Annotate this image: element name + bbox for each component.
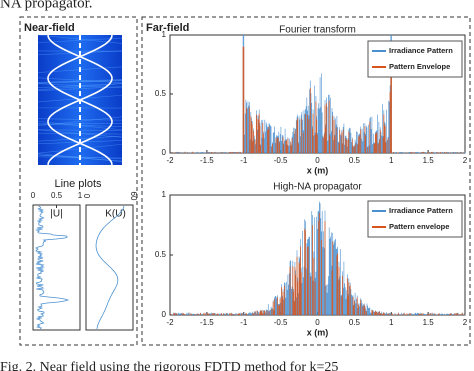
line-plot-tick-label: 60 — [129, 192, 138, 201]
far-field-title: Far-field — [146, 22, 189, 34]
y-tick-label: 0.5 — [155, 250, 167, 259]
x-tick-label: 1 — [389, 318, 394, 327]
x-tick-label: -1.5 — [200, 318, 214, 327]
x-tick-label: 2 — [463, 156, 468, 165]
line-plot-frame — [85, 204, 134, 331]
line-plot-trace — [35, 205, 70, 330]
near-field-streak — [37, 116, 123, 127]
legend-label: Irradiance Pattern — [389, 206, 453, 215]
near-field-streak — [37, 135, 123, 142]
x-tick-label: -0.5 — [274, 156, 288, 165]
x-tick-label: 0.5 — [349, 318, 361, 327]
x-axis-label: x (m) — [307, 327, 329, 337]
x-tick-label: 1 — [389, 156, 394, 165]
y-tick-label: 0 — [162, 148, 167, 157]
plot-title: High-NA propagator — [273, 182, 362, 193]
line-plot-trace — [95, 205, 125, 330]
x-tick-label: 1.5 — [423, 318, 435, 327]
x-tick-label: 0 — [315, 318, 320, 327]
far-field-box — [141, 16, 471, 346]
envelope-trace — [170, 212, 466, 315]
x-tick-label: -1.5 — [200, 156, 214, 165]
near-field-title: Near-field — [24, 22, 75, 34]
y-tick-label: 0.5 — [155, 89, 167, 98]
line-plot-tick-label: 0.5 — [51, 191, 63, 200]
caption: Fig. 2. Near field using the rigorous FD… — [0, 360, 338, 371]
near-field-streak — [37, 80, 123, 83]
plot-title: Fourier transform — [279, 25, 356, 36]
near-field-box — [19, 16, 138, 346]
header-fragment: NA propagator. — [0, 0, 92, 11]
line-plot-tick-label: 1 — [78, 191, 83, 200]
line-plot-tick-label: 0 — [31, 191, 36, 200]
x-tick-label: 2 — [463, 318, 468, 327]
x-tick-label: 1.5 — [423, 156, 435, 165]
line-plot-tick-label: 0 — [82, 194, 91, 199]
x-axis-label: x (m) — [307, 165, 329, 175]
x-tick-label: -1 — [240, 156, 248, 165]
line-plot-label: K(U) — [105, 209, 126, 220]
y-tick-label: 0 — [162, 310, 167, 319]
line-plot-label: |U| — [50, 209, 62, 220]
x-tick-label: -1 — [240, 318, 248, 327]
x-tick-label: 0.5 — [349, 156, 361, 165]
line-plots-title: Line plots — [54, 178, 102, 190]
legend-box — [367, 200, 463, 238]
near-field-streak — [37, 94, 123, 103]
envelope-trace — [171, 46, 464, 153]
near-field-streak — [37, 77, 123, 84]
x-tick-label: 0 — [315, 156, 320, 165]
y-tick-label: 1 — [162, 30, 167, 39]
x-tick-label: -0.5 — [274, 318, 288, 327]
near-field-streak — [37, 129, 123, 131]
legend-box — [367, 40, 463, 78]
near-field-streak — [37, 86, 123, 92]
x-tick-label: -2 — [166, 318, 174, 327]
legend-label: Pattern envelope — [389, 222, 449, 231]
x-tick-label: -2 — [166, 156, 174, 165]
legend-label: Irradiance Pattern — [389, 46, 453, 55]
legend-label: Pattern Envelope — [389, 62, 450, 71]
y-tick-label: 1 — [162, 190, 167, 199]
